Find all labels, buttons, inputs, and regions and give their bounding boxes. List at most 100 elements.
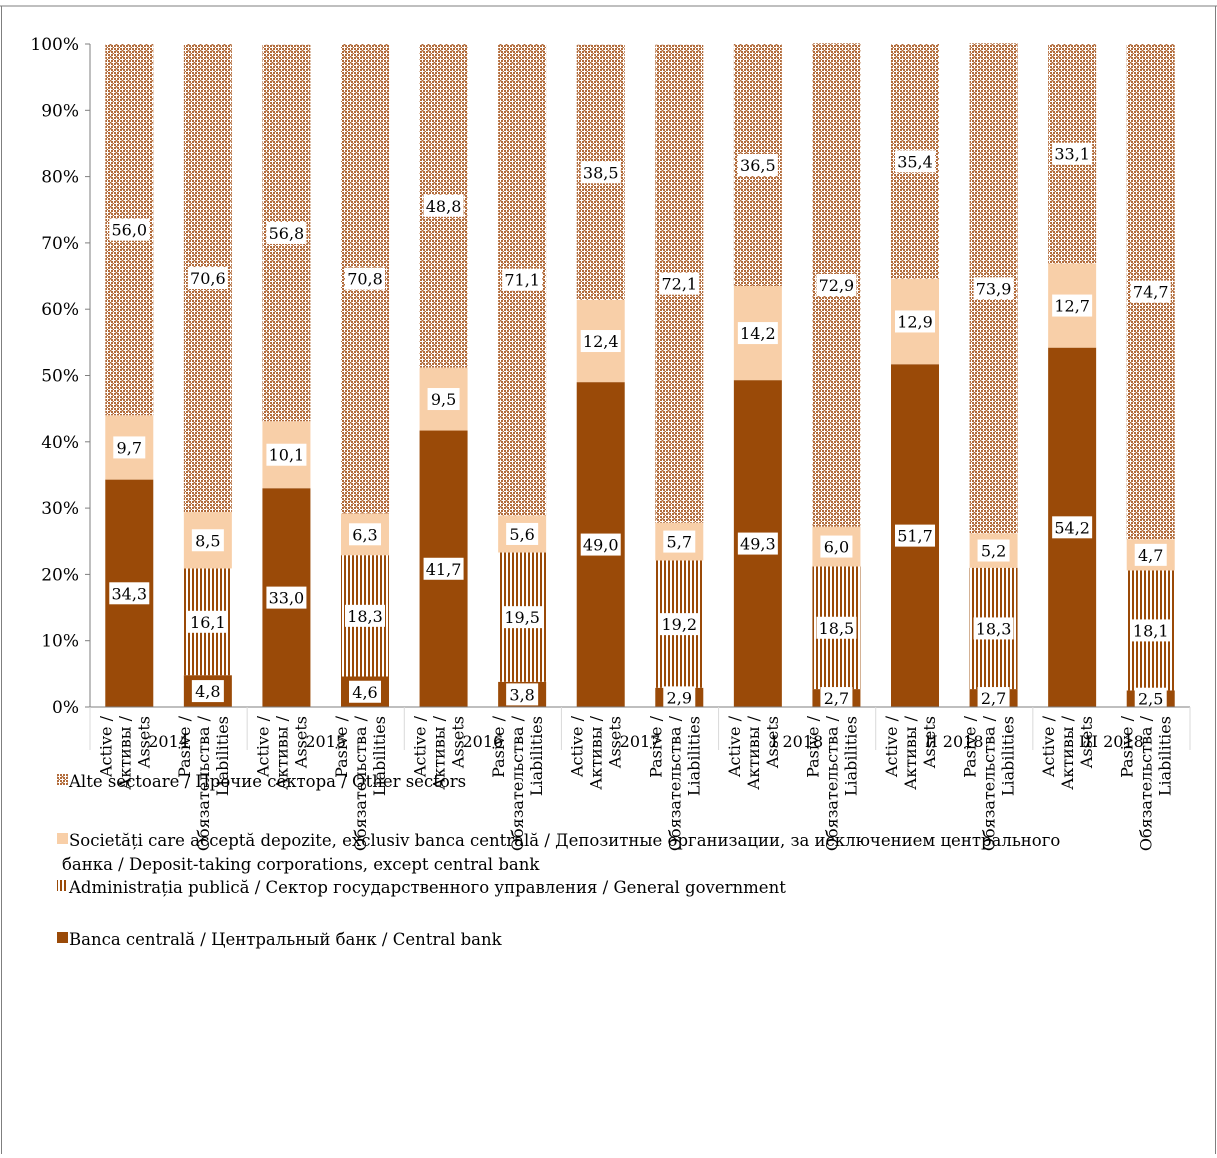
data-label: 6,3 — [352, 525, 377, 544]
y-tick-label: 20% — [41, 565, 79, 585]
x-category-label: Active / — [96, 715, 115, 778]
data-label: 18,3 — [347, 607, 383, 626]
x-category-label: Обязательства / — [822, 715, 841, 851]
data-label: 70,6 — [190, 269, 226, 288]
x-category-label: Active / — [568, 715, 587, 778]
data-label-box — [113, 436, 146, 459]
data-label-box — [895, 310, 935, 333]
data-label: 4,8 — [195, 682, 220, 701]
data-label-box — [1052, 516, 1093, 539]
data-label-box — [659, 613, 700, 636]
data-label: 14,2 — [740, 324, 776, 343]
x-category-label: Активы / — [901, 715, 920, 789]
x-category-label: Обязательства / — [1137, 715, 1156, 851]
legend: Alte sectoare / Прочие сектора / Other s… — [57, 772, 1060, 949]
x-category-label: Liabilities — [213, 716, 232, 796]
data-label: 2,5 — [1138, 690, 1163, 709]
x-category-label: Обязательства / — [508, 715, 527, 851]
data-label: 2,9 — [667, 688, 692, 707]
x-category-label: Assets — [134, 716, 153, 769]
x-category-label: Active / — [882, 715, 901, 778]
data-label-box — [895, 524, 935, 547]
data-label-box — [1134, 687, 1167, 710]
data-label-box — [659, 272, 700, 295]
x-category-label: Pasive / — [646, 715, 665, 778]
y-tick-label: 50% — [41, 367, 79, 387]
data-label: 35,4 — [897, 152, 933, 171]
bars — [105, 43, 1175, 707]
data-label-box — [1052, 294, 1093, 317]
data-label-box — [345, 267, 385, 290]
legend-label: Banca centrală / Центральный банк / Cent… — [69, 930, 503, 949]
data-label: 19,2 — [661, 615, 697, 634]
data-label: 12,9 — [897, 312, 933, 331]
data-label: 12,7 — [1054, 297, 1090, 316]
data-label: 2,7 — [981, 689, 1006, 708]
x-category-label: Liabilities — [1156, 716, 1175, 796]
x-category-label: Assets — [606, 716, 625, 769]
data-label: 16,1 — [190, 613, 226, 632]
data-label: 54,2 — [1054, 518, 1090, 537]
data-label-box — [191, 680, 224, 703]
data-label-box — [1130, 280, 1171, 303]
x-category-label: Pasive / — [803, 715, 822, 778]
x-group-label: 2014 — [148, 732, 189, 751]
data-label-box — [266, 586, 307, 609]
legend-label: Alte sectoare / Прочие сектора / Other s… — [68, 772, 466, 791]
data-label: 6,0 — [824, 538, 849, 557]
data-label-box — [1130, 619, 1171, 642]
data-label: 4,6 — [352, 683, 377, 702]
data-label: 72,9 — [819, 276, 855, 295]
y-tick-label: 40% — [41, 433, 79, 453]
data-label-box — [502, 606, 543, 629]
data-label: 33,0 — [269, 589, 305, 608]
y-tick-label: 90% — [41, 101, 79, 121]
y-tick-label: 80% — [41, 168, 79, 188]
x-category-label: Active / — [725, 715, 744, 778]
data-label: 56,8 — [269, 224, 305, 243]
data-label-box — [506, 683, 539, 706]
x-category-label: Pasive / — [175, 715, 194, 778]
data-label: 41,7 — [426, 560, 462, 579]
data-label: 49,0 — [583, 536, 619, 555]
x-category-label: Assets — [920, 716, 939, 769]
data-label: 56,0 — [111, 221, 147, 240]
data-label: 72,1 — [661, 275, 697, 294]
data-label: 18,3 — [976, 619, 1012, 638]
legend-swatch — [57, 833, 68, 844]
x-category-label: Активы / — [587, 715, 606, 789]
y-axis: 0% 10% 20% 30% 40% 50% 60% 70% 80% 90% 100% — [30, 35, 91, 718]
data-label-box — [423, 194, 464, 217]
data-label: 19,5 — [504, 608, 540, 627]
data-label: 38,5 — [583, 163, 619, 182]
data-label-box — [737, 153, 778, 176]
legend-label: Societăți care acceptă depozite, exclusi… — [69, 831, 1060, 850]
value-labels: 34,3 9,7 56,0 4,8 16,1 8,5 70,6 33,0 10,1 56,8 4,6… — [109, 142, 1171, 710]
data-label-box — [423, 557, 464, 580]
x-category-label: Assets — [291, 716, 310, 769]
data-label-box — [580, 533, 621, 556]
data-label-box — [973, 277, 1014, 300]
data-label-box — [973, 617, 1014, 640]
data-label: 8,5 — [195, 531, 220, 550]
data-label: 49,3 — [740, 535, 776, 554]
x-category-label: Обязательства / — [665, 715, 684, 851]
x-group-label: 2015 — [305, 732, 346, 751]
data-label-box — [820, 535, 853, 558]
y-tick-label: 30% — [41, 499, 79, 519]
x-category-label: Активы / — [115, 715, 134, 789]
x-group-label: 2016 — [462, 732, 503, 751]
x-category-label: Assets — [763, 716, 782, 769]
data-label: 33,1 — [1054, 145, 1090, 164]
data-label-box — [427, 388, 460, 411]
y-tick-label: 10% — [41, 632, 79, 652]
data-label: 9,7 — [117, 438, 142, 457]
legend-swatch — [57, 932, 68, 943]
data-label: 4,7 — [1138, 546, 1163, 565]
x-category-label: Liabilities — [370, 716, 389, 796]
data-label: 34,3 — [111, 584, 147, 603]
legend-swatch — [57, 880, 68, 891]
data-label-box — [580, 161, 621, 184]
x-category-label: Обязательства / — [351, 715, 370, 851]
